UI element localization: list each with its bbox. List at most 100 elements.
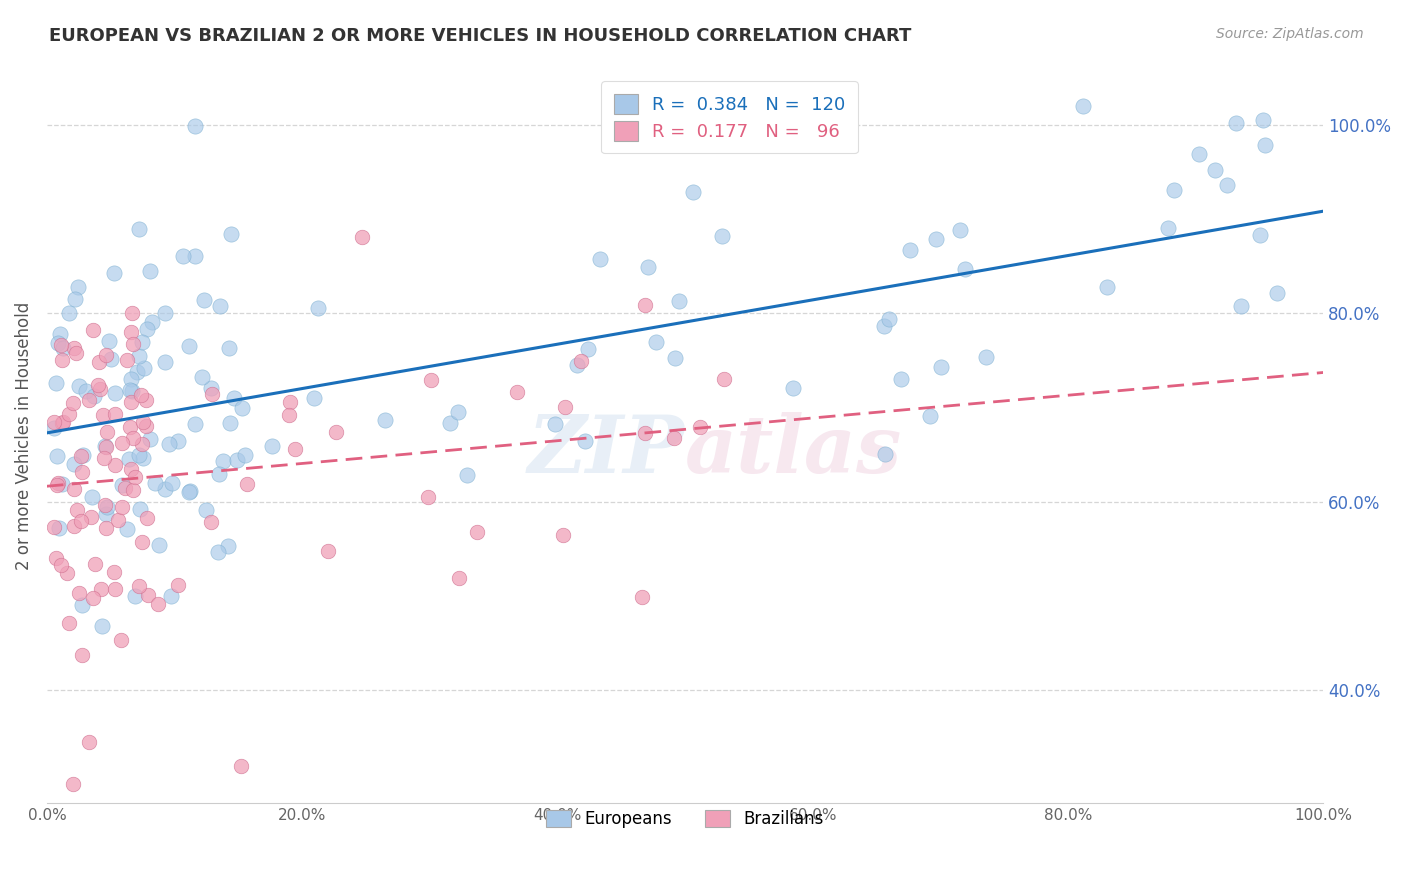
- Point: [72, 465, 94, 479]
- Point: [374, 413, 396, 427]
- Point: [46, 475, 69, 490]
- Point: [569, 354, 592, 368]
- Point: [1225, 116, 1247, 130]
- Point: [1265, 286, 1288, 301]
- Point: [277, 408, 299, 422]
- Point: [93, 409, 115, 423]
- Point: [94, 507, 117, 521]
- Text: EUROPEAN VS BRAZILIAN 2 OR MORE VEHICLES IN HOUSEHOLD CORRELATION CHART: EUROPEAN VS BRAZILIAN 2 OR MORE VEHICLES…: [49, 27, 911, 45]
- Point: [42, 520, 65, 534]
- Point: [117, 452, 139, 467]
- Point: [782, 381, 804, 395]
- Point: [114, 481, 136, 495]
- Point: [974, 351, 997, 365]
- Point: [110, 633, 132, 648]
- Point: [63, 482, 86, 496]
- Point: [67, 586, 90, 600]
- Point: [634, 298, 657, 312]
- Point: [58, 306, 80, 320]
- Point: [111, 500, 134, 514]
- Point: [953, 262, 976, 277]
- Point: [713, 372, 735, 386]
- Point: [576, 343, 599, 357]
- Point: [96, 521, 118, 535]
- Point: [543, 417, 565, 431]
- Point: [662, 432, 685, 446]
- Point: [65, 345, 87, 359]
- Point: [278, 395, 301, 409]
- Point: [122, 431, 145, 445]
- Point: [1251, 113, 1274, 128]
- Point: [218, 341, 240, 355]
- Point: [120, 395, 142, 409]
- Point: [82, 591, 104, 605]
- Point: [87, 355, 110, 369]
- Point: [46, 449, 69, 463]
- Point: [42, 420, 65, 434]
- Point: [191, 370, 214, 384]
- Point: [350, 229, 373, 244]
- Point: [89, 382, 111, 396]
- Point: [172, 249, 194, 263]
- Point: [1071, 99, 1094, 113]
- Point: [710, 228, 733, 243]
- Point: [94, 498, 117, 512]
- Point: [118, 419, 141, 434]
- Text: ZIP: ZIP: [529, 412, 685, 489]
- Point: [128, 221, 150, 235]
- Point: [63, 457, 86, 471]
- Point: [120, 372, 142, 386]
- Point: [465, 524, 488, 539]
- Point: [45, 551, 67, 566]
- Point: [125, 365, 148, 379]
- Point: [236, 476, 259, 491]
- Point: [631, 590, 654, 604]
- Point: [70, 450, 93, 464]
- Point: [70, 598, 93, 612]
- Point: [316, 544, 339, 558]
- Point: [925, 232, 948, 246]
- Point: [177, 485, 200, 500]
- Point: [1216, 178, 1239, 192]
- Point: [120, 461, 142, 475]
- Point: [262, 439, 284, 453]
- Point: [446, 404, 468, 418]
- Point: [117, 522, 139, 536]
- Point: [139, 264, 162, 278]
- Point: [157, 437, 180, 451]
- Point: [94, 348, 117, 362]
- Point: [97, 334, 120, 348]
- Point: [1249, 228, 1271, 243]
- Point: [80, 510, 103, 524]
- Point: [62, 519, 84, 533]
- Point: [1254, 137, 1277, 152]
- Point: [418, 490, 440, 504]
- Point: [221, 227, 243, 242]
- Point: [890, 371, 912, 385]
- Point: [141, 315, 163, 329]
- Point: [62, 396, 84, 410]
- Point: [103, 582, 125, 597]
- Point: [104, 407, 127, 421]
- Point: [111, 436, 134, 450]
- Point: [82, 323, 104, 337]
- Point: [136, 588, 159, 602]
- Point: [184, 249, 207, 263]
- Point: [135, 393, 157, 408]
- Point: [565, 359, 588, 373]
- Point: [49, 326, 72, 341]
- Point: [96, 425, 118, 439]
- Point: [574, 434, 596, 448]
- Point: [52, 342, 75, 356]
- Point: [135, 418, 157, 433]
- Point: [49, 558, 72, 573]
- Point: [145, 476, 167, 491]
- Point: [96, 500, 118, 514]
- Point: [129, 502, 152, 516]
- Point: [589, 252, 612, 266]
- Point: [45, 376, 67, 390]
- Point: [91, 619, 114, 633]
- Point: [63, 292, 86, 306]
- Point: [72, 448, 94, 462]
- Point: [918, 409, 941, 424]
